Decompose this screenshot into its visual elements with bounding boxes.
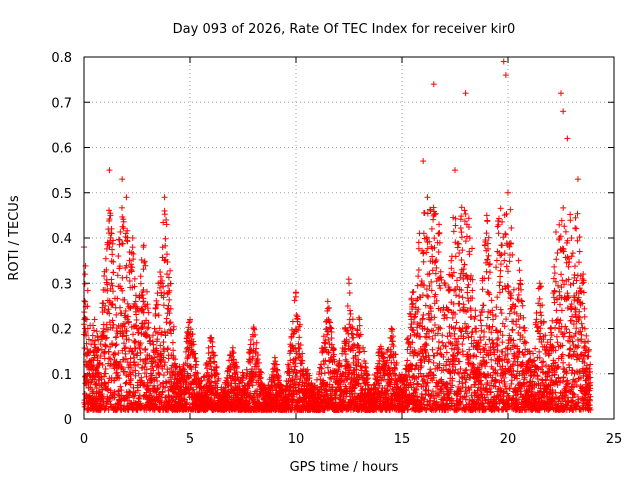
data-point xyxy=(96,360,103,367)
data-point xyxy=(95,369,102,376)
data-point xyxy=(106,310,113,317)
data-point xyxy=(95,336,102,343)
data-point xyxy=(107,356,114,363)
y-tick-label: 0.1 xyxy=(51,368,72,383)
data-point xyxy=(105,379,112,386)
data-point xyxy=(97,341,104,348)
data-point xyxy=(85,336,92,343)
y-tick-label: 0.2 xyxy=(51,323,72,338)
data-point xyxy=(105,348,112,355)
data-point xyxy=(104,287,111,294)
data-point xyxy=(83,316,90,323)
data-point xyxy=(103,321,110,328)
data-point xyxy=(103,266,110,273)
data-point xyxy=(82,298,89,305)
data-point xyxy=(84,287,91,294)
x-tick-label: 20 xyxy=(500,432,517,447)
data-point xyxy=(99,386,106,393)
data-point xyxy=(94,345,101,352)
y-tick-label: 0.8 xyxy=(51,51,72,66)
data-points xyxy=(81,58,594,413)
data-point xyxy=(89,332,96,339)
x-tick-label: 0 xyxy=(80,432,88,447)
data-point xyxy=(109,317,116,324)
data-point xyxy=(108,230,115,237)
data-point xyxy=(92,337,99,344)
data-point xyxy=(107,234,114,241)
y-tick-label: 0.5 xyxy=(51,187,72,202)
data-point xyxy=(109,300,116,307)
y-tick-label: 0.7 xyxy=(51,96,72,111)
data-point xyxy=(106,216,113,223)
data-point xyxy=(98,382,105,389)
data-point xyxy=(102,255,109,262)
chart-title: Day 093 of 2026, Rate Of TEC Index for r… xyxy=(173,22,516,37)
data-point xyxy=(103,383,110,390)
data-point xyxy=(109,251,116,258)
x-tick-label: 5 xyxy=(186,432,194,447)
data-point xyxy=(102,335,109,342)
data-point xyxy=(93,328,100,335)
data-point xyxy=(102,342,109,349)
data-point xyxy=(103,334,110,341)
data-point xyxy=(99,361,106,368)
y-tick-label: 0.6 xyxy=(51,142,72,157)
data-point xyxy=(82,271,89,278)
y-tick-label: 0 xyxy=(64,413,72,428)
y-tick-label: 0.3 xyxy=(51,277,72,292)
data-point xyxy=(81,280,88,287)
data-point xyxy=(109,282,116,289)
y-tick-label: 0.4 xyxy=(51,232,72,247)
data-point xyxy=(97,353,104,360)
axis-ticks: 0 5 10 15 20 25 0 0.1 0.2 0.3 0.4 0.5 0.6 0.7 0.8 xyxy=(51,51,622,447)
data-point xyxy=(90,388,97,395)
data-point xyxy=(90,322,97,329)
data-point xyxy=(105,355,112,362)
data-point xyxy=(90,327,97,334)
data-point xyxy=(107,387,114,394)
x-tick-label: 10 xyxy=(288,432,305,447)
data-point xyxy=(102,366,109,373)
data-point xyxy=(104,281,111,288)
data-point xyxy=(106,207,113,214)
data-point xyxy=(106,244,113,251)
data-point xyxy=(84,303,91,310)
data-point xyxy=(105,306,112,313)
data-point xyxy=(99,395,106,402)
data-point xyxy=(105,239,112,246)
x-tick-label: 15 xyxy=(394,432,411,447)
data-point xyxy=(105,398,112,405)
x-tick-label: 25 xyxy=(606,432,623,447)
